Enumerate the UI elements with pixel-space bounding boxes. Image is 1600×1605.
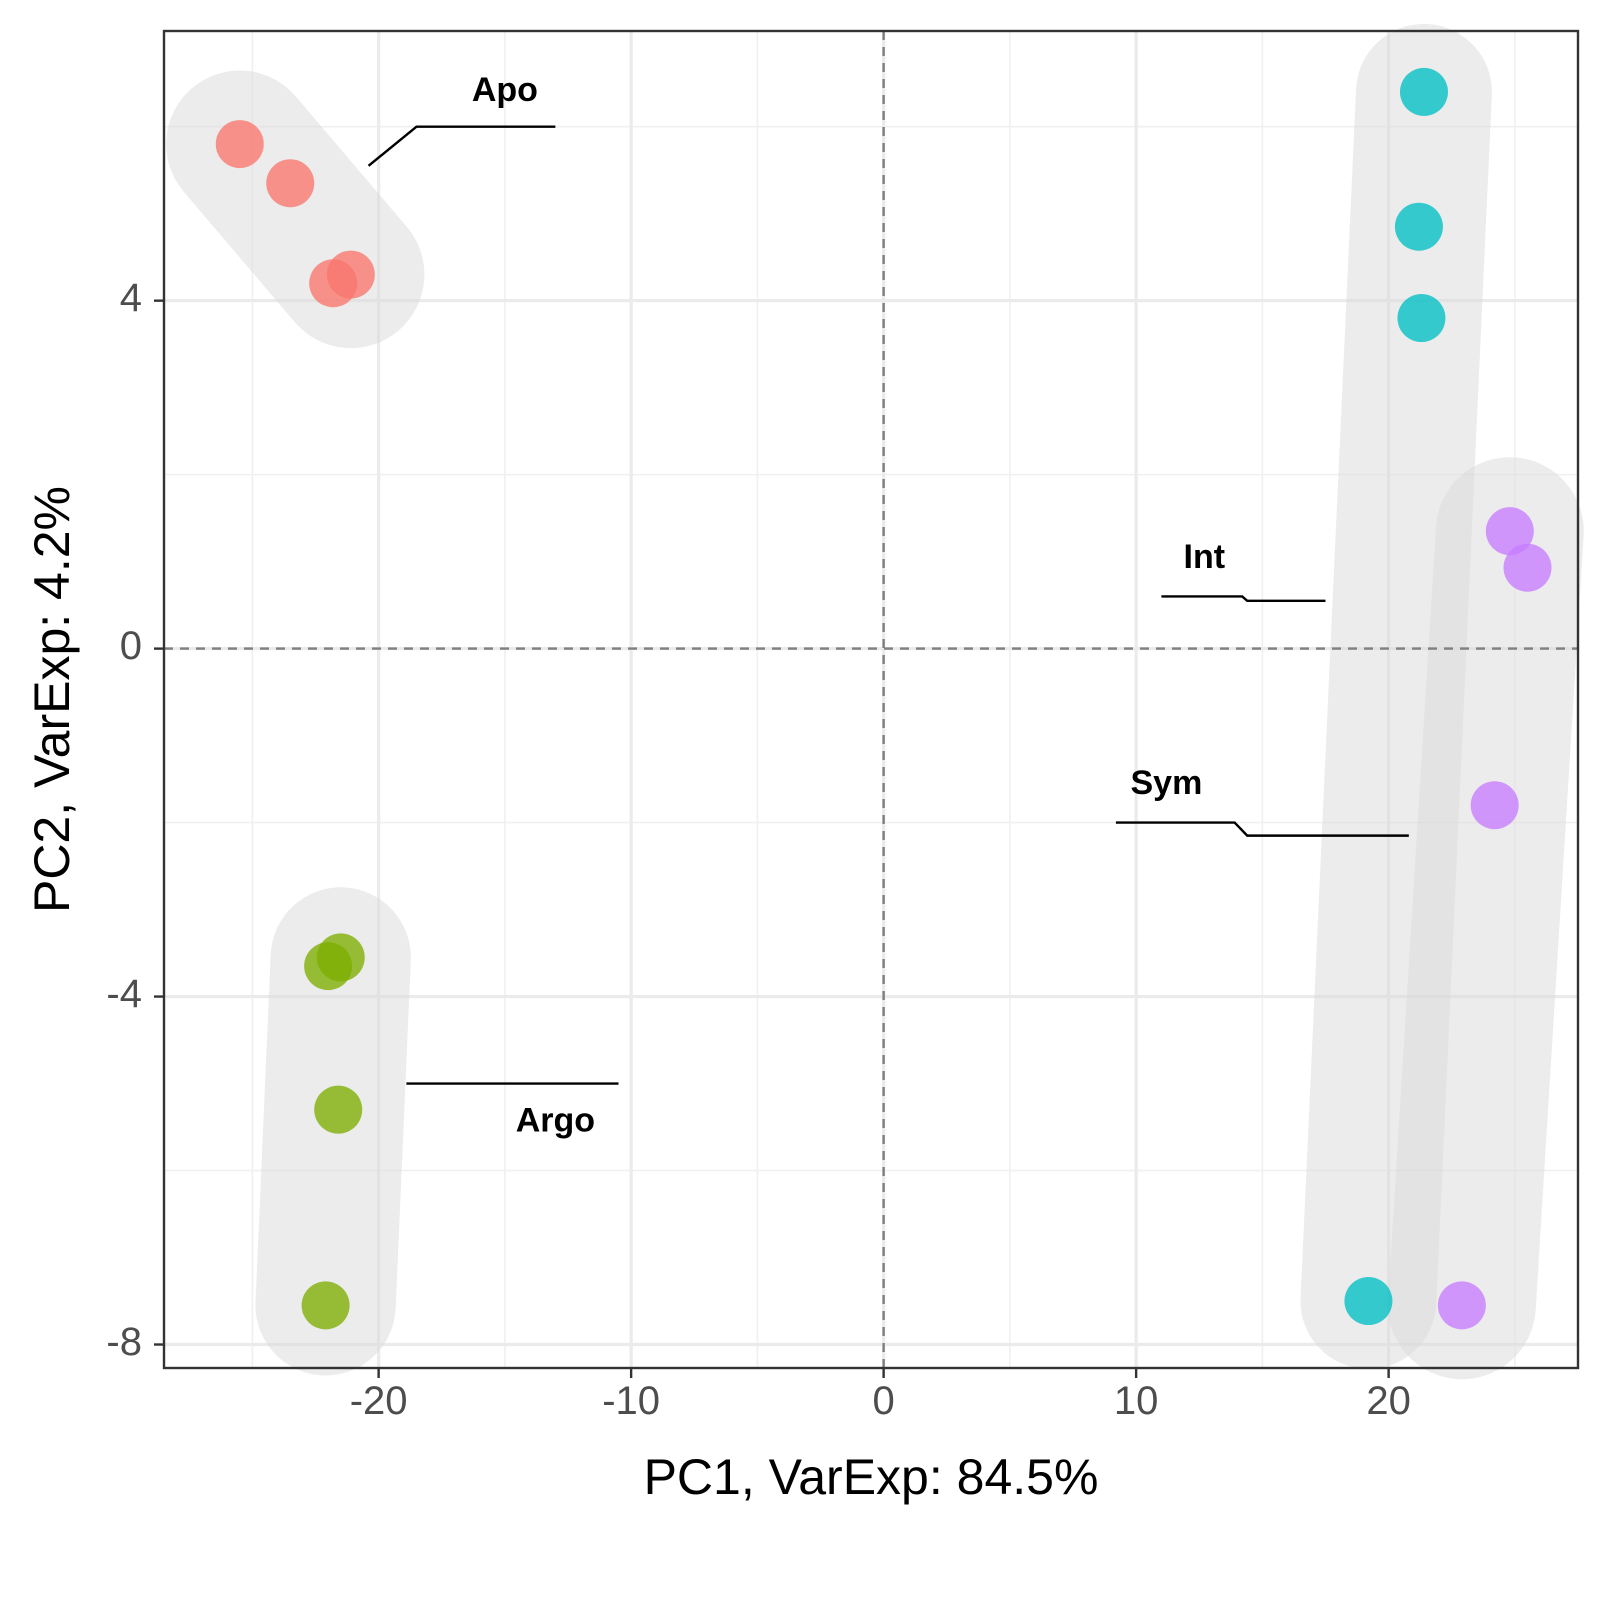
data-point-apo <box>266 159 315 208</box>
data-point-sym <box>1470 781 1519 830</box>
data-point-argo <box>314 1085 363 1134</box>
data-point-apo <box>215 120 264 169</box>
plot-panel-border <box>162 29 1580 1370</box>
group-label-apo: Apo <box>472 71 538 109</box>
data-point-sym <box>1503 543 1552 592</box>
x-tick-label: 0 <box>873 1379 895 1423</box>
group-label-sym: Sym <box>1131 764 1203 802</box>
y-axis-title: PC2, VarExp: 4.2% <box>24 486 80 913</box>
data-point-sym <box>1485 507 1534 556</box>
x-tick-label: -10 <box>602 1379 660 1423</box>
x-tick-label: 20 <box>1366 1379 1411 1423</box>
x-axis-title: PC1, VarExp: 84.5% <box>644 1449 1099 1505</box>
data-point-int <box>1394 202 1443 251</box>
data-point-apo <box>326 250 375 299</box>
leader-line-sym <box>1115 821 1409 837</box>
data-point-int <box>1397 294 1446 343</box>
y-tick-label: -4 <box>106 972 142 1016</box>
x-tick-label: 10 <box>1114 1379 1159 1423</box>
y-tick-label: 0 <box>120 624 142 668</box>
data-point-int <box>1344 1277 1393 1326</box>
x-tick-label: -20 <box>350 1379 408 1423</box>
data-point-sym <box>1437 1281 1486 1330</box>
y-tick-label: -8 <box>106 1320 142 1364</box>
group-label-argo: Argo <box>516 1102 595 1140</box>
data-point-argo <box>301 1281 350 1330</box>
leader-line-int <box>1161 595 1326 602</box>
y-tick-label: 4 <box>120 276 142 320</box>
data-point-int <box>1399 67 1448 116</box>
leader-line-apo <box>367 125 556 167</box>
hull-sym <box>1387 457 1584 1380</box>
data-point-argo <box>304 942 353 991</box>
group-label-int: Int <box>1184 538 1226 576</box>
